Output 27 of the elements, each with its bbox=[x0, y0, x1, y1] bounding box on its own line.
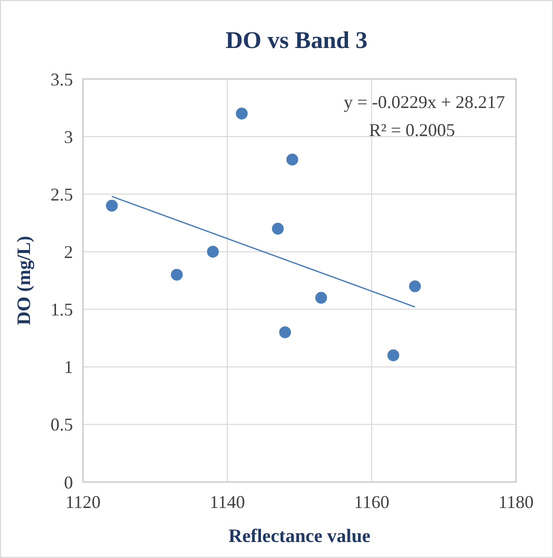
point bbox=[206, 246, 219, 258]
x-tick-label: 1140 bbox=[210, 492, 246, 512]
y-tick-label: 1 bbox=[64, 357, 73, 378]
y-tick-label: 3.5 bbox=[50, 69, 73, 90]
point bbox=[409, 280, 421, 292]
point bbox=[387, 349, 400, 362]
point bbox=[315, 292, 328, 304]
x-tick-label: 1120 bbox=[65, 492, 101, 512]
point bbox=[170, 268, 183, 281]
point bbox=[236, 108, 248, 120]
y-tick-label: 2 bbox=[64, 242, 73, 262]
chart-title: DO vs Band 3 bbox=[225, 28, 368, 54]
y-tick-label: 3 bbox=[64, 126, 73, 147]
y-axis-title: DO (mg/L) bbox=[14, 236, 35, 326]
x-tick-label: 1180 bbox=[498, 492, 534, 512]
annotation: y = -0.0229x + 28.217 bbox=[344, 92, 505, 112]
x-tick-label: 1160 bbox=[354, 492, 390, 512]
y-tick-label: 1.5 bbox=[50, 300, 73, 320]
x-axis-title: Reflectance value bbox=[228, 526, 370, 547]
y-tick-label: 2.5 bbox=[50, 184, 73, 204]
point bbox=[272, 222, 284, 235]
point bbox=[279, 326, 291, 338]
y-tick-label: 0.5 bbox=[50, 414, 73, 435]
annotation: R² = 0.2005 bbox=[368, 120, 455, 140]
point bbox=[286, 154, 298, 166]
point bbox=[106, 200, 118, 212]
y-tick-label: 0 bbox=[64, 472, 73, 492]
